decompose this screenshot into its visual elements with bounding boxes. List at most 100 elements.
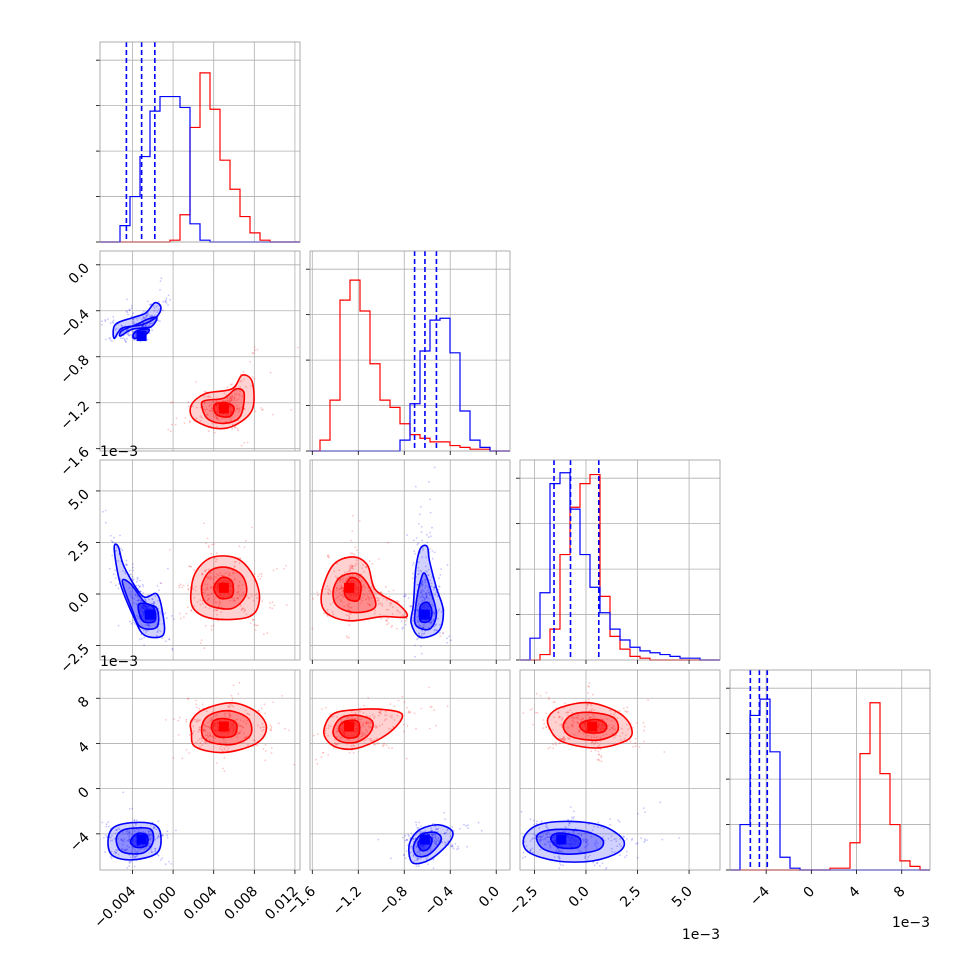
- scatter-point: [101, 323, 103, 326]
- scatter-point: [128, 587, 131, 589]
- contour-line: [332, 714, 374, 744]
- scatter-point: [327, 593, 330, 595]
- scatter-point: [402, 730, 405, 733]
- scatter-point: [367, 725, 370, 728]
- scatter-point: [659, 801, 662, 804]
- scatter-point: [390, 716, 393, 719]
- scatter-point: [416, 543, 419, 546]
- scatter-point: [588, 709, 591, 712]
- y-tick-label: −1.2: [57, 398, 92, 433]
- density-blue: [410, 544, 445, 639]
- scatter-point: [430, 582, 433, 585]
- scatter-point: [578, 850, 581, 853]
- scatter-point: [625, 854, 628, 857]
- scatter-point: [262, 729, 265, 731]
- scatter-point: [161, 834, 164, 837]
- scatter-point: [573, 816, 575, 818]
- scatter-point: [598, 744, 601, 746]
- scatter-point: [150, 834, 153, 837]
- scatter-point: [420, 591, 423, 594]
- scatter-point: [89, 481, 91, 483]
- scatter-point: [246, 719, 249, 722]
- scatter-point: [557, 711, 559, 714]
- scatter-point: [109, 839, 112, 842]
- scatter-point: [365, 721, 368, 724]
- scatter-point: [144, 598, 147, 601]
- contour-line: [189, 701, 268, 754]
- scatter-point: [133, 819, 136, 822]
- scatter-point: [92, 861, 94, 863]
- scatter-point: [338, 591, 341, 594]
- scatter-point: [456, 848, 458, 851]
- scatter-point: [594, 843, 597, 846]
- scatter-point: [207, 396, 210, 398]
- scatter-point: [231, 597, 234, 600]
- scatter-point: [210, 410, 213, 412]
- scatter-point: [148, 598, 150, 601]
- scatter-point: [529, 849, 532, 852]
- scatter-point: [145, 314, 147, 316]
- scatter-point: [232, 572, 235, 574]
- scatter-point: [427, 574, 430, 576]
- scatter-point: [293, 763, 296, 766]
- scatter-point: [365, 714, 368, 717]
- x-tick-label: 0.008: [221, 884, 261, 924]
- scatter-point: [203, 401, 206, 404]
- scatter-point: [435, 827, 437, 830]
- scatter-point: [430, 827, 432, 829]
- scatter-point: [114, 550, 117, 552]
- scatter-point: [557, 850, 560, 853]
- scatter-point: [584, 838, 587, 840]
- scatter-point: [96, 317, 98, 319]
- scatter-point: [636, 842, 639, 845]
- scatter-point: [340, 600, 343, 603]
- scatter-point: [614, 728, 617, 731]
- scatter-point: [436, 830, 439, 833]
- scatter-point: [258, 573, 261, 576]
- scatter-point: [215, 415, 217, 418]
- scatter-point: [210, 719, 212, 722]
- scatter-point: [410, 605, 413, 607]
- scatter-point: [535, 711, 537, 714]
- scatter-point: [111, 340, 113, 343]
- scatter-point: [211, 735, 214, 738]
- scatter-point: [145, 314, 148, 317]
- scatter-point: [368, 603, 371, 606]
- scatter-point: [555, 849, 558, 852]
- scatter-point: [206, 599, 209, 602]
- scatter-point: [137, 831, 140, 833]
- scatter-point: [336, 743, 338, 745]
- scatter-point: [625, 711, 628, 713]
- scatter-point: [422, 590, 425, 593]
- scatter-point: [128, 860, 131, 863]
- scatter-point: [218, 574, 220, 577]
- scatter-point: [209, 578, 212, 581]
- scatter-point: [211, 711, 214, 713]
- scatter-point: [387, 622, 390, 625]
- scatter-point: [240, 725, 243, 727]
- scatter-point: [386, 620, 389, 622]
- scatter-point: [422, 626, 425, 629]
- scatter-point: [422, 626, 425, 629]
- scatter-point: [203, 725, 206, 728]
- scatter-point: [134, 855, 137, 858]
- scatter-point: [151, 598, 154, 601]
- scatter-point: [423, 596, 425, 599]
- scatter-point: [370, 722, 373, 724]
- scatter-point: [374, 726, 377, 729]
- scatter-point: [576, 721, 579, 723]
- scatter-point: [427, 591, 430, 594]
- scatter-point: [348, 618, 351, 621]
- scatter-point: [156, 631, 159, 634]
- scatter-point: [188, 733, 191, 736]
- scatter-point: [203, 570, 206, 573]
- scatter-point: [185, 748, 188, 751]
- scatter-point: [131, 846, 133, 848]
- scatter-point: [213, 575, 216, 578]
- scatter-point: [375, 737, 378, 740]
- scatter-point: [516, 725, 518, 727]
- scatter-point: [171, 401, 174, 404]
- scatter-point: [424, 829, 427, 832]
- scatter-point: [145, 325, 148, 327]
- scatter-point: [587, 843, 589, 846]
